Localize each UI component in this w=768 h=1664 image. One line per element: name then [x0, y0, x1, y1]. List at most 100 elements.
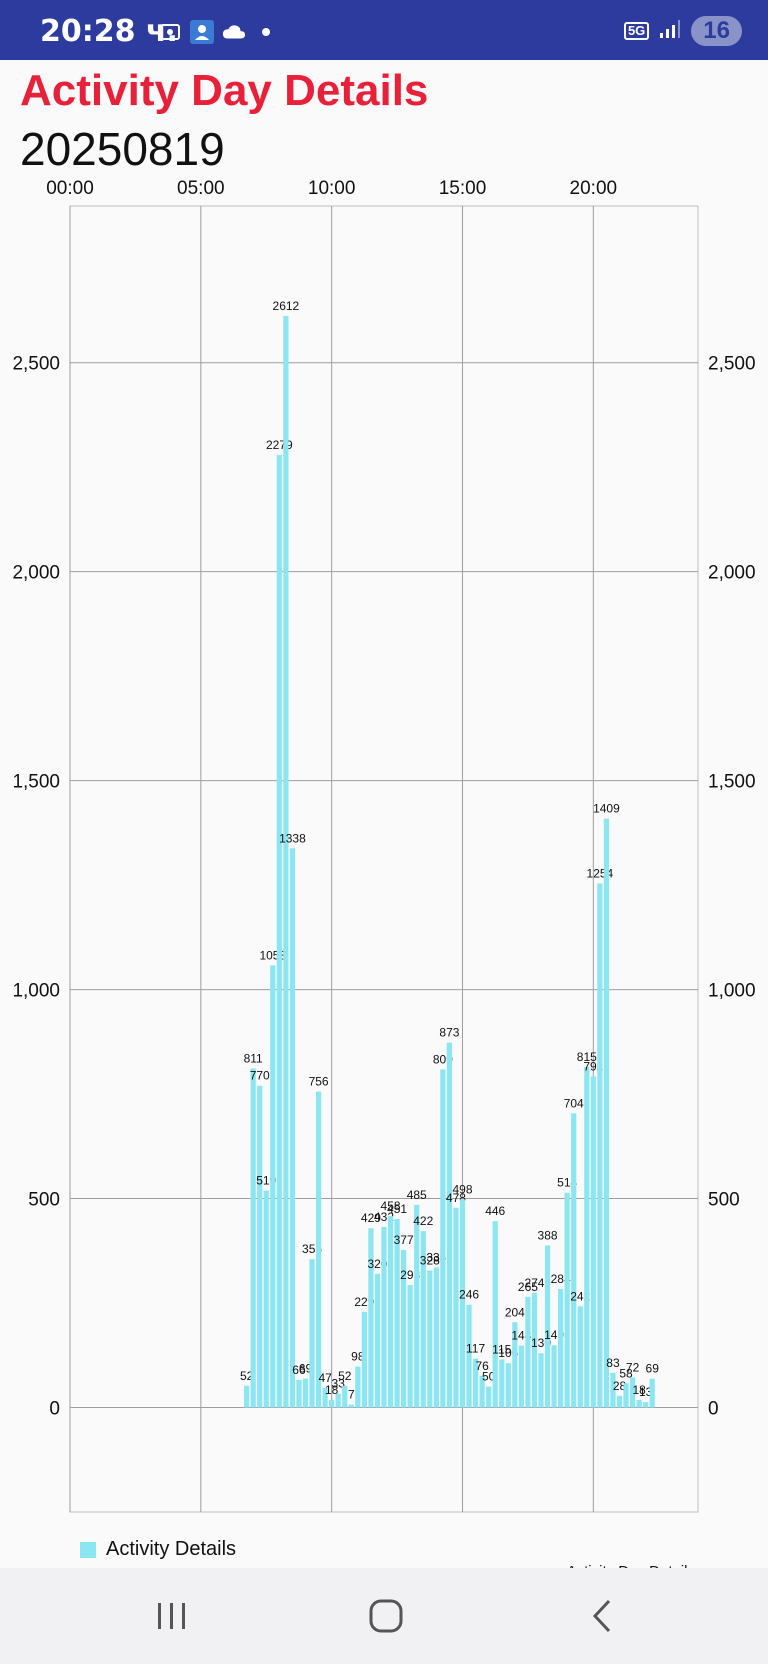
bar [512, 1322, 518, 1408]
bar-value-label: 98 [351, 1350, 365, 1364]
back-button[interactable] [574, 1588, 630, 1644]
bar-value-label: 485 [407, 1188, 427, 1202]
bar-value-label: 7 [348, 1388, 355, 1402]
bar [525, 1296, 531, 1408]
y-tick-label-right: 1,500 [708, 772, 756, 793]
bar [401, 1249, 407, 1408]
bar [518, 1345, 524, 1408]
bar [250, 1068, 256, 1408]
cloud-icon [222, 20, 246, 44]
bar-value-label: 770 [250, 1069, 270, 1083]
x-tick-label: 15:00 [439, 178, 487, 199]
bar [387, 1216, 394, 1408]
bar-value-label: 498 [452, 1182, 472, 1196]
bar-value-label: 76 [475, 1359, 489, 1373]
bar [577, 1306, 583, 1408]
bar-value-label: 117 [466, 1342, 485, 1356]
y-tick-label-right: 0 [708, 1399, 719, 1420]
home-button[interactable] [358, 1588, 414, 1644]
bar [616, 1395, 623, 1408]
bar-value-label: 388 [538, 1228, 558, 1242]
recents-button[interactable] [144, 1588, 200, 1644]
bar-value-label: 83 [606, 1356, 620, 1370]
y-tick-label-left: 500 [28, 1190, 60, 1211]
bar [348, 1404, 354, 1408]
battery-indicator: 16 [691, 16, 742, 46]
y-tick-label-left: 2,500 [12, 354, 60, 375]
bar-value-label: 429 [361, 1211, 381, 1225]
bar-value-label: 28 [613, 1379, 627, 1393]
bar-value-label: 2612 [273, 299, 300, 313]
date-label: 20250819 [20, 123, 225, 175]
bar [623, 1383, 629, 1408]
bar [381, 1226, 387, 1408]
y-tick-label-left: 2,000 [12, 563, 60, 584]
screenshot-icon [158, 20, 182, 44]
bar [335, 1393, 341, 1408]
bar [551, 1345, 557, 1408]
bar-value-label: 458 [381, 1199, 401, 1213]
bar-value-label: 72 [626, 1360, 640, 1374]
bar-value-label: 1058 [259, 948, 286, 962]
y-tick-label-right: 500 [708, 1190, 740, 1211]
y-tick-label-left: 1,000 [12, 981, 60, 1002]
bar [584, 1066, 590, 1408]
bar-value-label: 66 [292, 1363, 306, 1377]
profile-app-icon [190, 20, 214, 44]
status-right: 5G 16 [623, 16, 742, 46]
x-tick-label: 20:00 [570, 178, 618, 199]
bar-value-label: 204 [505, 1305, 525, 1319]
bar [486, 1386, 492, 1408]
page-title: Activity Day Details [20, 66, 429, 115]
bar [329, 1399, 335, 1408]
bar-value-label: 2279 [266, 438, 293, 452]
bar [257, 1085, 263, 1408]
bar-value-label: 50 [482, 1370, 496, 1384]
bar [394, 1219, 400, 1408]
bar-value-label: 1254 [587, 866, 614, 880]
bar [492, 1221, 498, 1408]
back-icon [592, 1599, 611, 1633]
bar [643, 1402, 649, 1408]
bar [244, 1385, 250, 1408]
bar [459, 1199, 466, 1408]
bar [407, 1285, 413, 1408]
y-tick-label-left: 0 [49, 1399, 60, 1420]
bar [322, 1387, 328, 1408]
bar-value-label: 815 [577, 1050, 597, 1064]
bar [597, 883, 603, 1408]
bar-value-label: 811 [244, 1052, 263, 1066]
bar [368, 1228, 374, 1408]
bar [538, 1353, 544, 1408]
bar-value-label: 33 [332, 1377, 346, 1391]
bar [531, 1293, 538, 1408]
status-icons [158, 20, 278, 44]
bar-value-label: 18 [325, 1383, 339, 1397]
bar [610, 1372, 616, 1408]
x-tick-label: 05:00 [177, 178, 225, 199]
y-tick-label-left: 1,500 [12, 772, 60, 793]
bar-value-label: 704 [564, 1096, 584, 1110]
bar [289, 848, 296, 1408]
activity-chart[interactable]: 00:00 05:00 10:00 15:00 20:00 0 0 500 500 1,000 1,… [0, 170, 768, 1580]
bar [296, 1379, 302, 1408]
bar [433, 1267, 439, 1408]
bar [270, 965, 276, 1408]
bar-value-label: 377 [394, 1233, 414, 1247]
bar [309, 1259, 315, 1408]
bar-value-label: 58 [619, 1366, 633, 1380]
bar-value-label: 52 [240, 1369, 254, 1383]
bar-value-label: 328 [420, 1253, 440, 1267]
bar-value-label: 13 [639, 1385, 653, 1399]
bar-value-label: 1338 [279, 831, 306, 845]
bar [499, 1359, 505, 1408]
bar [374, 1273, 381, 1408]
bar [446, 1042, 453, 1408]
bar [505, 1363, 511, 1408]
bar [427, 1270, 433, 1408]
bar [440, 1069, 446, 1408]
bar-value-label: 115 [492, 1342, 511, 1356]
bar [276, 455, 282, 1408]
bar [479, 1375, 485, 1408]
bar [302, 1378, 309, 1408]
